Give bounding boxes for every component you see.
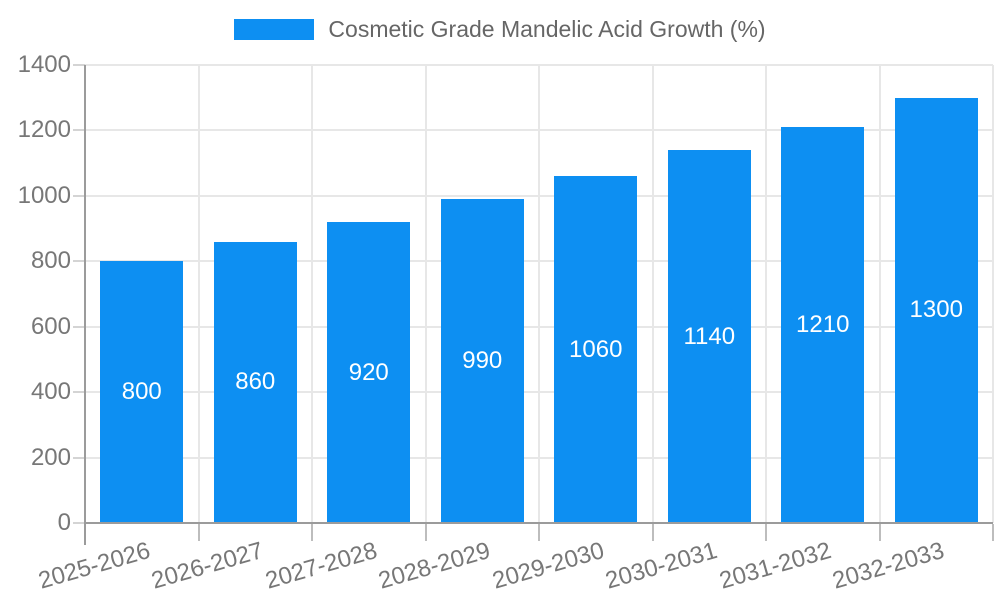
x-tick-mark xyxy=(424,524,427,541)
bar[interactable] xyxy=(440,199,524,523)
y-tick-label: 200 xyxy=(30,443,71,471)
legend-label: Cosmetic Grade Mandelic Acid Growth (%) xyxy=(328,15,766,42)
legend-swatch xyxy=(234,18,315,40)
y-tick-label: 400 xyxy=(30,378,71,406)
v-gridline xyxy=(424,65,427,523)
v-gridline xyxy=(992,65,994,523)
x-tick-label: 2030-2031 xyxy=(602,537,721,595)
bar[interactable] xyxy=(781,127,865,523)
v-gridline xyxy=(651,65,654,523)
v-gridline xyxy=(197,65,200,523)
x-tick-label: 2027-2028 xyxy=(262,537,381,595)
v-gridline xyxy=(538,65,540,523)
y-tick-label: 1000 xyxy=(17,181,71,209)
bar-value-label: 1210 xyxy=(796,311,850,339)
bar-value-label: 920 xyxy=(348,358,389,386)
x-tick-mark xyxy=(538,524,540,541)
y-tick-label: 800 xyxy=(30,247,71,275)
x-tick-label: 2025-2026 xyxy=(35,537,154,595)
v-gridline xyxy=(311,65,313,523)
plot-area: 800 860 920 990 1060 1140 1210 1300 xyxy=(85,64,994,523)
bar-value-label: 860 xyxy=(235,368,276,396)
y-tick-mark xyxy=(73,456,85,459)
y-tick-label: 1400 xyxy=(17,51,71,78)
x-axis-line xyxy=(85,522,993,524)
x-tick-mark xyxy=(651,524,654,541)
bar-value-label: 1060 xyxy=(569,335,623,363)
y-tick-mark xyxy=(73,194,85,197)
x-tick-label: 2032-2033 xyxy=(829,537,948,595)
bar-value-label: 1300 xyxy=(909,296,963,324)
y-tick-mark xyxy=(73,391,85,394)
bar[interactable] xyxy=(327,222,411,523)
y-tick-mark xyxy=(73,64,85,66)
x-tick-label: 2026-2027 xyxy=(148,537,267,595)
x-tick-mark xyxy=(197,524,200,541)
y-axis-line xyxy=(84,65,86,545)
bar-value-label: 1140 xyxy=(683,322,736,350)
x-tick-mark xyxy=(878,524,881,541)
legend[interactable]: Cosmetic Grade Mandelic Acid Growth (%) xyxy=(0,12,1000,46)
y-tick-mark xyxy=(73,129,85,132)
x-tick-label: 2031-2032 xyxy=(716,537,835,595)
bar[interactable] xyxy=(554,176,638,523)
x-tick-mark xyxy=(311,524,313,541)
bar[interactable] xyxy=(894,97,978,523)
x-tick-label: 2029-2030 xyxy=(489,537,608,595)
bar[interactable] xyxy=(667,150,751,523)
v-gridline xyxy=(765,65,767,523)
bar[interactable] xyxy=(100,261,184,523)
x-tick-mark xyxy=(765,524,767,541)
x-tick-mark xyxy=(992,524,994,541)
v-gridline xyxy=(878,65,881,523)
y-tick-label: 0 xyxy=(57,509,71,536)
bar-value-label: 990 xyxy=(462,347,503,375)
y-tick-mark xyxy=(73,522,85,524)
x-tick-label: 2028-2029 xyxy=(375,537,494,595)
bar[interactable] xyxy=(213,241,297,523)
bar-value-label: 800 xyxy=(121,378,162,406)
y-tick-label: 1200 xyxy=(17,116,71,144)
y-tick-mark xyxy=(73,325,85,328)
y-tick-label: 600 xyxy=(30,312,71,340)
y-tick-mark xyxy=(73,260,85,263)
